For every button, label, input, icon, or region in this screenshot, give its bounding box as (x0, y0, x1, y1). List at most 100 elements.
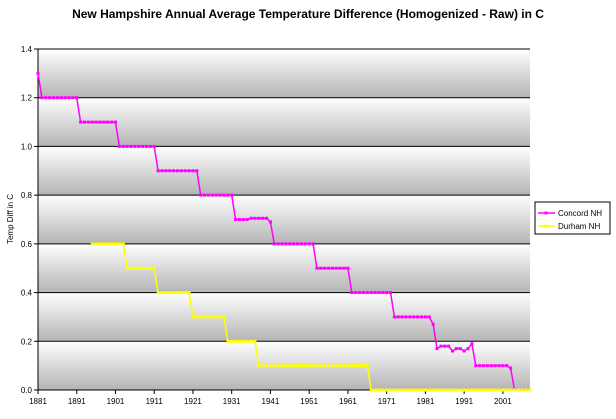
data-point (164, 169, 168, 173)
data-point (307, 364, 311, 368)
data-point (284, 242, 288, 246)
data-point (396, 388, 400, 392)
plot-band (38, 97, 530, 147)
data-point (439, 388, 443, 392)
data-point (160, 291, 164, 295)
data-point (241, 218, 245, 221)
data-point (389, 291, 393, 295)
data-point (191, 315, 195, 319)
data-point (509, 388, 513, 392)
y-tick-label: 0.6 (21, 240, 33, 249)
data-point (82, 120, 86, 124)
data-point (210, 193, 214, 197)
data-point (203, 193, 207, 197)
data-point (323, 266, 327, 270)
data-point (497, 388, 501, 392)
data-point (79, 120, 83, 124)
data-point (489, 388, 493, 392)
data-point (342, 364, 346, 368)
data-point (303, 242, 307, 246)
x-tick-label: 1941 (262, 397, 280, 406)
data-point (361, 291, 365, 295)
data-point (327, 364, 331, 368)
data-point (117, 242, 121, 246)
data-point (210, 315, 214, 319)
y-tick-label: 0.2 (21, 337, 33, 346)
data-point (346, 266, 350, 270)
data-point (249, 216, 253, 220)
data-point (381, 291, 385, 295)
data-point (48, 96, 52, 100)
data-point (354, 291, 358, 295)
data-point (404, 315, 408, 319)
data-point (385, 291, 389, 295)
x-tick-label: 2001 (494, 397, 512, 406)
data-point (358, 291, 362, 295)
data-point (94, 120, 98, 124)
legend-marker-durham (544, 224, 548, 228)
data-point (307, 242, 311, 246)
data-point (385, 388, 389, 392)
data-point (280, 364, 284, 368)
data-point (520, 388, 524, 392)
data-point (261, 216, 265, 220)
data-point (272, 364, 276, 368)
data-point (454, 388, 458, 392)
legend-marker-concord (544, 211, 548, 215)
data-point (338, 364, 342, 368)
data-point (98, 120, 102, 124)
data-point (396, 315, 400, 319)
data-point (303, 364, 307, 368)
data-point (435, 388, 439, 392)
data-point (156, 169, 160, 173)
data-point (497, 364, 501, 368)
data-point (245, 339, 249, 343)
data-point (230, 193, 234, 197)
data-point (288, 242, 292, 246)
data-point (474, 388, 478, 392)
data-point (129, 266, 133, 270)
data-point (183, 169, 187, 173)
data-point (125, 144, 129, 148)
data-point (412, 388, 416, 392)
data-point (478, 364, 482, 368)
data-point (327, 266, 331, 270)
data-point (152, 266, 156, 270)
data-point (191, 169, 195, 173)
data-point (338, 266, 342, 270)
data-point (485, 388, 489, 392)
data-point (179, 291, 183, 295)
data-point (369, 388, 373, 392)
data-point (365, 364, 369, 368)
data-point (71, 96, 75, 100)
data-point (509, 366, 513, 370)
data-point (206, 315, 210, 319)
data-point (226, 339, 230, 343)
data-point (44, 96, 48, 100)
data-point (319, 364, 323, 368)
data-point (482, 388, 486, 392)
data-point (447, 388, 451, 392)
data-point (268, 220, 272, 224)
y-tick-label: 0.0 (21, 386, 33, 395)
data-point (168, 291, 172, 295)
data-point (478, 388, 482, 392)
data-point (214, 193, 218, 197)
data-point (36, 71, 40, 75)
data-point (369, 291, 373, 295)
data-point (288, 364, 292, 368)
y-tick-label: 0.4 (21, 289, 33, 298)
data-point (350, 364, 354, 368)
data-point (377, 388, 381, 392)
data-point (458, 388, 462, 392)
data-point (408, 388, 412, 392)
data-point (412, 315, 416, 319)
data-point (416, 315, 420, 319)
data-point (75, 96, 79, 100)
data-point (160, 169, 164, 173)
data-point (175, 291, 179, 295)
data-point (218, 315, 222, 319)
data-point (404, 388, 408, 392)
data-point (245, 218, 249, 221)
data-point (377, 291, 381, 295)
